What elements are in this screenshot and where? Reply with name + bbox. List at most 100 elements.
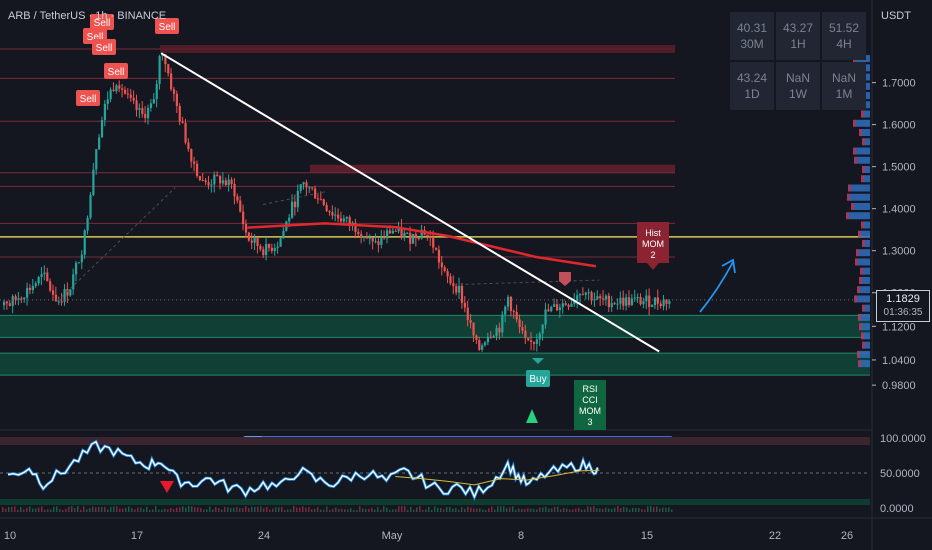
volume-tick bbox=[176, 507, 178, 512]
last-price: 1.1829 bbox=[886, 293, 920, 305]
candle-body bbox=[446, 271, 449, 277]
symbol-title[interactable]: ARB / TetherUS · 1h · BINANCE bbox=[8, 10, 167, 22]
candle-body bbox=[368, 237, 371, 239]
candle-body bbox=[429, 236, 432, 239]
candle-body bbox=[388, 230, 392, 234]
volume-tick bbox=[296, 507, 298, 512]
volume-profile-bar bbox=[857, 286, 860, 294]
volume-tick bbox=[623, 506, 625, 512]
volume-tick bbox=[599, 508, 601, 512]
candle-body bbox=[394, 230, 397, 232]
candle-body bbox=[83, 230, 86, 255]
volume-tick bbox=[32, 508, 34, 512]
hist-mom-badge bbox=[637, 222, 669, 263]
volume-tick bbox=[485, 509, 487, 512]
candle-body bbox=[296, 190, 299, 208]
sell-signal-label: Sell bbox=[159, 22, 176, 33]
candle-body bbox=[524, 330, 527, 339]
candle-body bbox=[616, 303, 619, 305]
volume-profile-bar bbox=[860, 267, 863, 275]
volume-tick bbox=[428, 506, 430, 512]
candle-body bbox=[314, 188, 317, 199]
candle-body bbox=[576, 295, 579, 301]
volume-tick bbox=[56, 506, 58, 512]
volume-tick bbox=[170, 507, 172, 512]
volume-tick bbox=[77, 506, 79, 512]
volume-profile-bar bbox=[850, 193, 870, 201]
red-down-triangle bbox=[160, 481, 174, 493]
volume-profile-bar bbox=[857, 350, 860, 358]
volume-tick bbox=[458, 509, 460, 512]
volume-tick bbox=[407, 509, 409, 512]
candle-body bbox=[463, 302, 466, 308]
candle-body bbox=[550, 306, 553, 312]
volume-tick bbox=[230, 508, 232, 512]
candle-body bbox=[348, 217, 351, 225]
candle-body bbox=[593, 299, 596, 301]
volume-profile-bar bbox=[865, 304, 870, 312]
volume-tick bbox=[50, 509, 52, 512]
candle-body bbox=[308, 187, 311, 189]
tf-label: 30M bbox=[740, 37, 764, 51]
volume-tick bbox=[392, 509, 394, 512]
price-axis-tick: 1.5000 bbox=[882, 162, 916, 174]
hist-mom-label: 2 bbox=[650, 250, 655, 260]
volume-tick bbox=[179, 507, 181, 512]
candle-body bbox=[276, 246, 279, 249]
candle-body bbox=[365, 236, 369, 239]
candle-body bbox=[267, 243, 271, 248]
candle-body bbox=[172, 89, 176, 94]
moving-average-line bbox=[247, 222, 597, 268]
volume-tick bbox=[233, 507, 235, 512]
candle-body bbox=[541, 324, 544, 334]
price-axis-tick: 1.7000 bbox=[882, 78, 916, 90]
candle-body bbox=[573, 300, 576, 304]
candle-body bbox=[498, 327, 501, 333]
volume-tick bbox=[44, 509, 46, 512]
candle-body bbox=[656, 297, 659, 304]
candle-body bbox=[374, 241, 377, 243]
volume-tick bbox=[221, 509, 223, 512]
candle-body bbox=[504, 306, 507, 315]
volume-tick bbox=[209, 506, 211, 512]
candle-body bbox=[334, 214, 337, 216]
volume-profile-bar bbox=[855, 258, 858, 266]
tf-label: 1D bbox=[744, 87, 760, 101]
timeframe-table: 40.31 30M 43.27 1H 51.52 4H 43.24 1D NaN 1W N… bbox=[730, 12, 866, 110]
candle-body bbox=[95, 149, 98, 170]
volume-tick bbox=[188, 506, 190, 512]
volume-tick bbox=[155, 506, 157, 512]
volume-tick bbox=[260, 506, 262, 512]
candle-body bbox=[590, 292, 593, 301]
volume-tick bbox=[110, 506, 112, 512]
candle-body bbox=[619, 297, 622, 304]
volume-tick bbox=[479, 508, 481, 512]
volume-tick bbox=[563, 508, 565, 512]
candle-body bbox=[253, 237, 256, 243]
candle-body bbox=[371, 237, 374, 242]
candle-body bbox=[610, 303, 613, 308]
volume-tick bbox=[98, 506, 100, 512]
candle-body bbox=[472, 322, 475, 336]
volume-profile-bar bbox=[856, 249, 859, 257]
volume-profile-bar bbox=[862, 129, 870, 137]
volume-profile-bar bbox=[854, 202, 870, 210]
volume-profile-bar bbox=[862, 276, 870, 284]
volume-profile-bar bbox=[858, 230, 861, 238]
volume-profile-bar bbox=[864, 221, 870, 229]
candle-body bbox=[455, 286, 458, 293]
candle-body bbox=[328, 211, 331, 213]
sell-signal-label: Sell bbox=[96, 43, 113, 54]
candle-body bbox=[622, 297, 625, 306]
volume-tick bbox=[311, 509, 313, 512]
volume-tick bbox=[611, 508, 613, 512]
candle-body bbox=[244, 223, 248, 233]
candle-body bbox=[564, 303, 567, 305]
volume-tick bbox=[344, 509, 346, 512]
volume-tick bbox=[275, 507, 277, 512]
candle-body bbox=[305, 182, 308, 188]
volume-tick bbox=[104, 506, 106, 512]
volume-tick bbox=[161, 509, 163, 512]
candle-body bbox=[645, 295, 648, 302]
